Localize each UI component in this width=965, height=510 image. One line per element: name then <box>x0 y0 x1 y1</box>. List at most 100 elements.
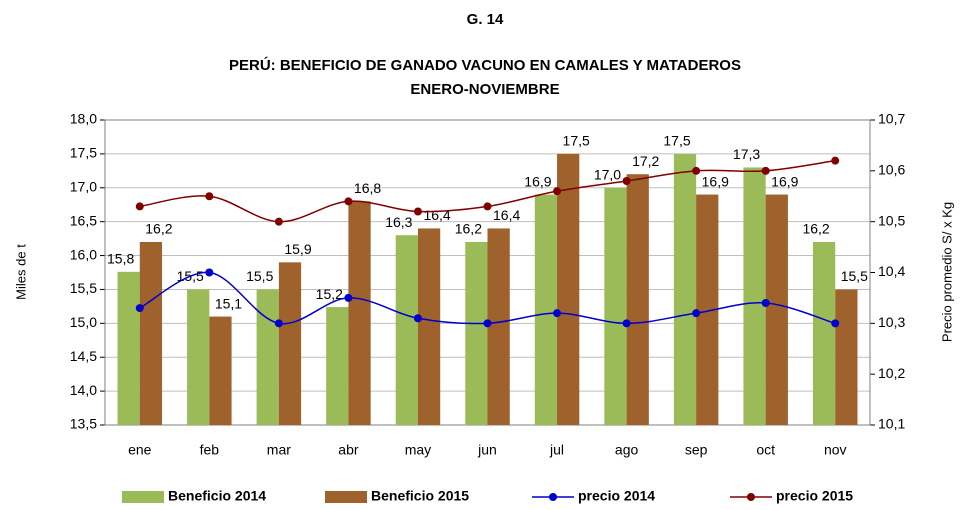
x-tick-label: ago <box>615 442 639 458</box>
x-tick-label: may <box>405 442 431 458</box>
marker <box>553 309 562 318</box>
bar <box>604 187 627 425</box>
marker <box>135 304 144 313</box>
bar <box>743 167 766 425</box>
bar <box>626 174 649 425</box>
y-tick-label: 15,0 <box>70 314 97 330</box>
data-label: 15,1 <box>215 295 242 311</box>
x-tick-label: mar <box>267 442 291 458</box>
y2-tick-label: 10,6 <box>878 162 905 178</box>
x-tick-label: feb <box>200 442 220 458</box>
data-label: 16,9 <box>771 173 798 189</box>
data-label: 16,9 <box>524 173 551 189</box>
marker <box>622 177 631 185</box>
legend-label: Beneficio 2015 <box>371 488 469 504</box>
bar <box>187 289 210 425</box>
data-label: 16,8 <box>354 180 381 196</box>
marker <box>761 166 770 175</box>
data-label: 17,5 <box>663 133 690 149</box>
marker <box>761 299 770 307</box>
bar <box>278 262 302 425</box>
y2-tick-label: 10,1 <box>878 416 905 432</box>
marker <box>483 202 492 211</box>
data-label: 16,4 <box>423 207 450 223</box>
x-tick-label: jul <box>549 442 564 458</box>
data-label: 16,2 <box>802 221 829 237</box>
x-tick-label: nov <box>824 442 847 458</box>
y-tick-label: 14,0 <box>70 382 97 398</box>
legend-marker <box>747 493 755 501</box>
data-label: 15,5 <box>841 268 868 284</box>
x-tick-label: ene <box>128 442 152 458</box>
chart-title: PERÚ: BENEFICIO DE GANADO VACUNO EN CAMA… <box>229 56 741 74</box>
data-label: 16,4 <box>493 207 520 223</box>
marker <box>831 156 840 165</box>
y2-tick-label: 10,7 <box>878 111 905 127</box>
y-axis-label: Miles de t <box>13 244 28 300</box>
legend-swatch <box>325 491 367 503</box>
data-label: 16,3 <box>385 214 412 230</box>
bar <box>765 194 788 425</box>
marker <box>692 309 701 318</box>
marker <box>274 217 283 226</box>
data-label: 15,8 <box>107 251 134 267</box>
y-tick-label: 13,5 <box>70 416 97 432</box>
bar <box>395 235 418 425</box>
y2-axis-label: Precio promedio S/ x Kg <box>939 202 954 342</box>
legend-swatch <box>122 491 164 503</box>
marker <box>344 197 353 206</box>
data-label: 16,2 <box>455 221 482 237</box>
data-label: 15,2 <box>316 286 343 302</box>
y-tick-label: 14,5 <box>70 348 97 364</box>
y2-tick-label: 10,2 <box>878 365 905 381</box>
data-label: 15,5 <box>246 268 273 284</box>
y-tick-label: 16,5 <box>70 212 97 228</box>
bar <box>465 242 488 425</box>
x-tick-label: abr <box>338 442 359 458</box>
data-label: 17,2 <box>632 153 659 169</box>
bar <box>209 316 232 425</box>
marker <box>622 319 631 328</box>
data-label: 15,9 <box>284 241 311 257</box>
bar <box>534 194 558 425</box>
y-tick-label: 18,0 <box>70 111 97 127</box>
y-tick-label: 17,0 <box>70 178 97 194</box>
legend-label: Beneficio 2014 <box>168 488 266 504</box>
marker <box>413 314 422 323</box>
y2-tick-label: 10,3 <box>878 314 905 330</box>
figure-label: G. 14 <box>467 11 504 28</box>
data-label: 17,3 <box>733 146 760 162</box>
data-label: 17,5 <box>563 133 590 149</box>
line <box>139 159 836 223</box>
data-label: 16,2 <box>145 221 172 237</box>
legend-label: precio 2015 <box>776 488 853 504</box>
y2-tick-label: 10,5 <box>878 212 905 228</box>
bar <box>348 201 371 425</box>
data-label: 17,0 <box>594 166 621 182</box>
legend-label: precio 2014 <box>578 488 655 504</box>
marker <box>274 319 283 328</box>
marker <box>205 192 214 201</box>
marker <box>483 319 492 328</box>
marker <box>135 202 144 211</box>
bar <box>487 228 510 425</box>
marker <box>553 187 562 196</box>
marker <box>692 166 701 175</box>
data-label: 16,9 <box>702 173 729 189</box>
bar <box>326 307 349 425</box>
y2-tick-label: 10,4 <box>878 263 905 279</box>
x-tick-label: jun <box>477 442 497 458</box>
bar <box>557 153 580 425</box>
bar <box>812 242 836 425</box>
bar <box>117 271 140 425</box>
marker <box>205 268 214 277</box>
bar <box>696 194 719 425</box>
bar <box>835 289 858 425</box>
bar <box>256 289 279 425</box>
marker <box>413 207 422 216</box>
y-tick-label: 17,5 <box>70 145 97 161</box>
chart-subtitle: ENERO-NOVIEMBRE <box>410 81 559 98</box>
legend-marker <box>549 493 557 501</box>
marker <box>831 319 840 328</box>
